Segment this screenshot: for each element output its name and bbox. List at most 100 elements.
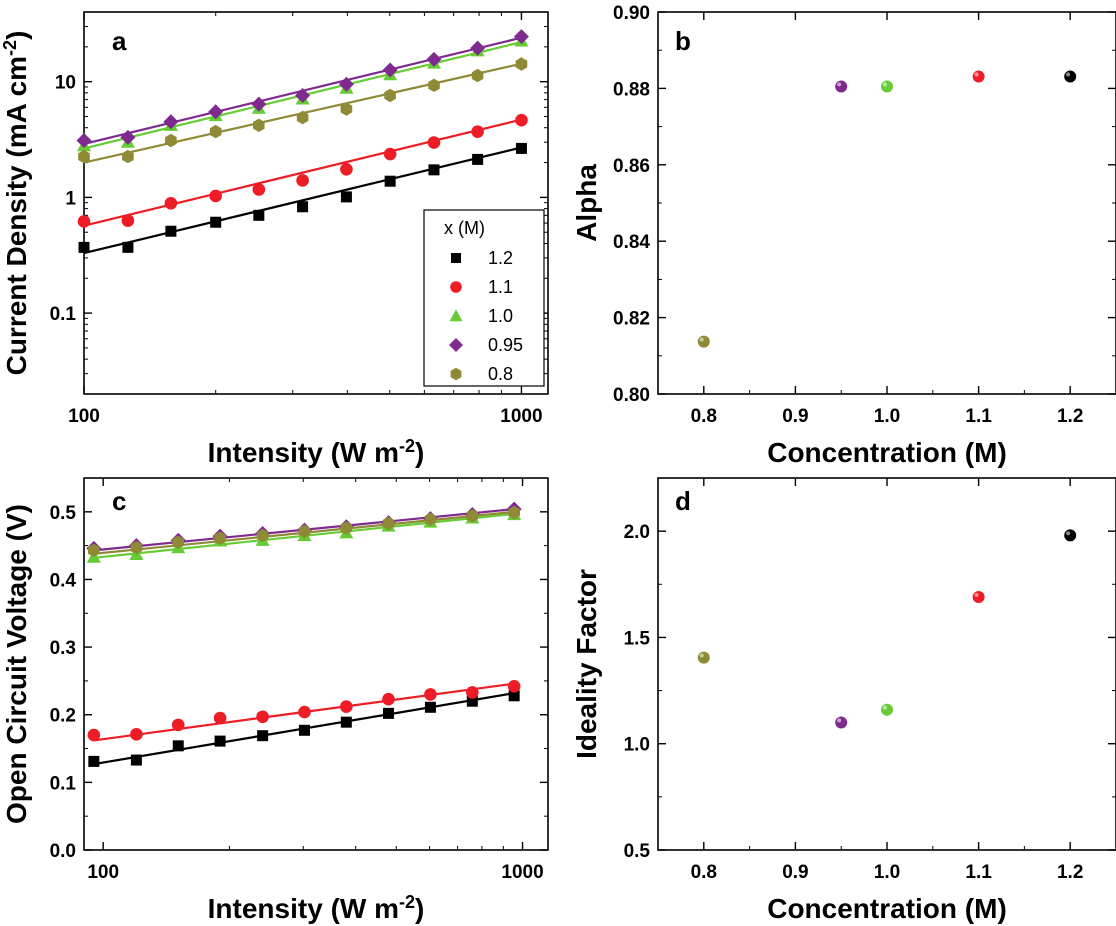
y-axis-label: Open Circuit Voltage (V): [1, 504, 32, 824]
data-point: [427, 136, 441, 149]
y-tick-label: 0.4: [50, 570, 77, 591]
legend-entry: 1.2: [488, 248, 513, 268]
data-point: [1064, 70, 1077, 83]
data-point: [130, 728, 143, 741]
y-tick-label: 0.0: [50, 841, 76, 862]
data-point: [121, 214, 135, 227]
x-tick-label: 100: [87, 862, 119, 883]
y-tick-label: 0.86: [613, 156, 650, 177]
data-point: [466, 509, 479, 523]
data-point: [78, 149, 90, 164]
data-point: [835, 716, 848, 729]
data-point: [340, 521, 353, 535]
data-point: [256, 710, 269, 724]
legend-marker: [449, 338, 463, 352]
panel-c: c 100 1000 0.0 0.1 0.2 0.3 0.4 0.5 Intensity (W m…: [1, 477, 549, 924]
data-point: [515, 113, 528, 127]
panel-d: d 0.8 0.9 1.0 1.1 1.2 0.5 1.0 1.5 2.0 Concentratio…: [571, 477, 1116, 924]
data-point: [253, 118, 265, 132]
data-point: [340, 716, 352, 728]
x-axis-label: Intensity (W m-2): [208, 892, 425, 924]
fit-line: [83, 118, 522, 227]
data-point: [214, 735, 226, 747]
panel-a: a 100 1000 0.1 1 10 Intensity (W m-2) Current D…: [0, 11, 549, 468]
data-point: [120, 129, 136, 145]
x-tick-label: 0.9: [782, 406, 808, 427]
y-tick-label: 0.90: [613, 3, 650, 24]
data-point: [252, 183, 266, 196]
data-point: [122, 149, 134, 164]
data-point: [298, 705, 311, 719]
y-tick-label: 0.88: [613, 79, 650, 100]
data-point: [210, 216, 222, 228]
data-point: [340, 700, 353, 713]
data-point: [507, 680, 521, 693]
data-point: [382, 62, 398, 78]
data-point: [697, 335, 710, 348]
legend-entry: 1.0: [488, 306, 513, 326]
data-point: [428, 78, 440, 92]
data-point: [472, 153, 484, 165]
legend: x (M)1.2 1.1 1.0 0.95 0.8: [423, 209, 545, 387]
legend-entry: 0.95: [488, 335, 523, 355]
data-point: [835, 80, 848, 93]
plot-frame: [657, 11, 1116, 395]
data-point: [296, 174, 309, 187]
x-tick-label: 0.8: [691, 406, 717, 427]
data-point: [338, 76, 354, 92]
x-tick-label: 1.0: [874, 406, 900, 427]
data-point-highlight: [699, 337, 704, 342]
data-point: [298, 524, 311, 539]
data-point-highlight: [699, 653, 704, 658]
data-point: [428, 164, 440, 176]
y-axis-label: Alpha: [571, 164, 602, 242]
plot-frame: [83, 477, 549, 851]
data-point: [297, 201, 309, 213]
data-point: [470, 40, 486, 56]
data-point: [164, 196, 178, 210]
data-point: [88, 755, 100, 767]
panel-label: b: [675, 26, 691, 56]
data-point: [1064, 529, 1077, 542]
plot-frame: [657, 477, 1116, 851]
data-point: [340, 162, 353, 176]
data-point: [87, 728, 101, 742]
x-tick-label: 1000: [500, 406, 542, 427]
x-tick-label: 0.9: [782, 862, 808, 883]
data-point: [171, 718, 185, 732]
data-point: [515, 57, 528, 71]
y-tick-label: 0.1: [50, 304, 77, 325]
x-axis-label: Concentration (M): [767, 437, 1007, 468]
legend-entry: 1.1: [488, 277, 513, 297]
data-point: [697, 651, 710, 664]
data-point: [424, 701, 436, 713]
data-point-highlight: [974, 592, 979, 598]
data-point: [384, 175, 396, 187]
y-tick-label: 0.1: [50, 773, 77, 794]
data-point: [165, 225, 177, 237]
data-point: [466, 695, 478, 707]
data-point: [208, 104, 224, 120]
y-tick-label: 1.5: [624, 628, 651, 649]
data-point: [77, 215, 91, 228]
legend-marker: [450, 281, 462, 293]
data-point: [382, 692, 395, 706]
data-point: [424, 688, 437, 701]
data-point: [295, 87, 311, 103]
y-tick-label: 0.5: [624, 841, 651, 862]
data-point: [340, 191, 352, 203]
series-0.8: [78, 57, 528, 164]
data-point: [78, 241, 90, 253]
series-0.95: [76, 29, 529, 149]
data-point: [515, 142, 527, 154]
series-1.2: [78, 142, 527, 255]
y-tick-label: 0.82: [613, 309, 650, 330]
series-1.1: [87, 680, 521, 742]
data-point: [172, 740, 184, 752]
legend-marker: [449, 309, 463, 322]
x-tick-label: 100: [68, 406, 100, 427]
data-point: [508, 505, 520, 520]
x-tick-label: 1.1: [965, 406, 992, 427]
y-tick-label: 0.5: [50, 503, 77, 524]
